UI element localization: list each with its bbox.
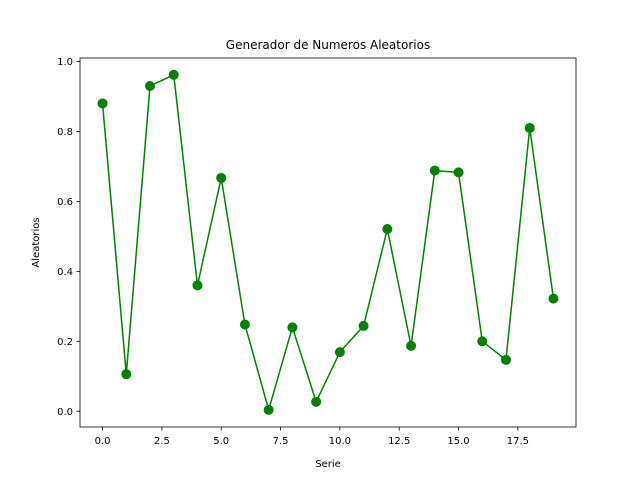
series-layer (97, 69, 559, 415)
data-point (239, 319, 250, 330)
y-tick-label: 0.8 (57, 127, 73, 138)
x-tick-label: 10.0 (329, 436, 351, 447)
data-point (548, 293, 559, 304)
data-point (453, 167, 464, 178)
y-axis-ticks: 0.0 0.2 0.4 0.6 0.8 1.0 (57, 57, 80, 418)
x-tick-label: 17.5 (507, 436, 529, 447)
data-point (524, 122, 535, 133)
data-point (334, 347, 345, 358)
y-tick-label: 0.2 (57, 337, 73, 348)
data-point (287, 322, 298, 333)
data-point (192, 280, 203, 291)
data-point (500, 354, 511, 365)
y-tick-label: 0.4 (57, 267, 73, 278)
x-tick-label: 7.5 (273, 436, 289, 447)
data-point (145, 80, 156, 91)
x-axis-label: Serie (315, 459, 341, 470)
y-tick-label: 0.6 (57, 197, 73, 208)
data-point (382, 224, 393, 235)
x-tick-label: 5.0 (213, 436, 229, 447)
y-tick-label: 0.0 (57, 407, 73, 418)
y-axis-label: Aleatorios (31, 217, 42, 267)
data-point (216, 172, 227, 183)
chart-title: Generador de Numeros Aleatorios (226, 38, 430, 52)
data-point (477, 336, 488, 347)
x-tick-label: 0.0 (95, 436, 111, 447)
x-tick-label: 15.0 (447, 436, 469, 447)
data-point (311, 396, 322, 407)
x-tick-label: 2.5 (154, 436, 170, 447)
data-point (121, 369, 132, 380)
x-axis-ticks: 0.0 2.5 5.0 7.5 10.0 12.5 15.0 17.5 (95, 427, 529, 447)
data-point (168, 69, 179, 80)
plot-frame (79, 57, 577, 428)
plot-area (80, 58, 576, 427)
data-point (263, 404, 274, 415)
data-point (406, 340, 417, 351)
data-point (358, 320, 369, 331)
data-point (97, 98, 108, 109)
x-tick-label: 12.5 (388, 436, 410, 447)
series-line (101, 74, 555, 411)
y-tick-label: 1.0 (57, 57, 73, 68)
data-point (429, 165, 440, 176)
